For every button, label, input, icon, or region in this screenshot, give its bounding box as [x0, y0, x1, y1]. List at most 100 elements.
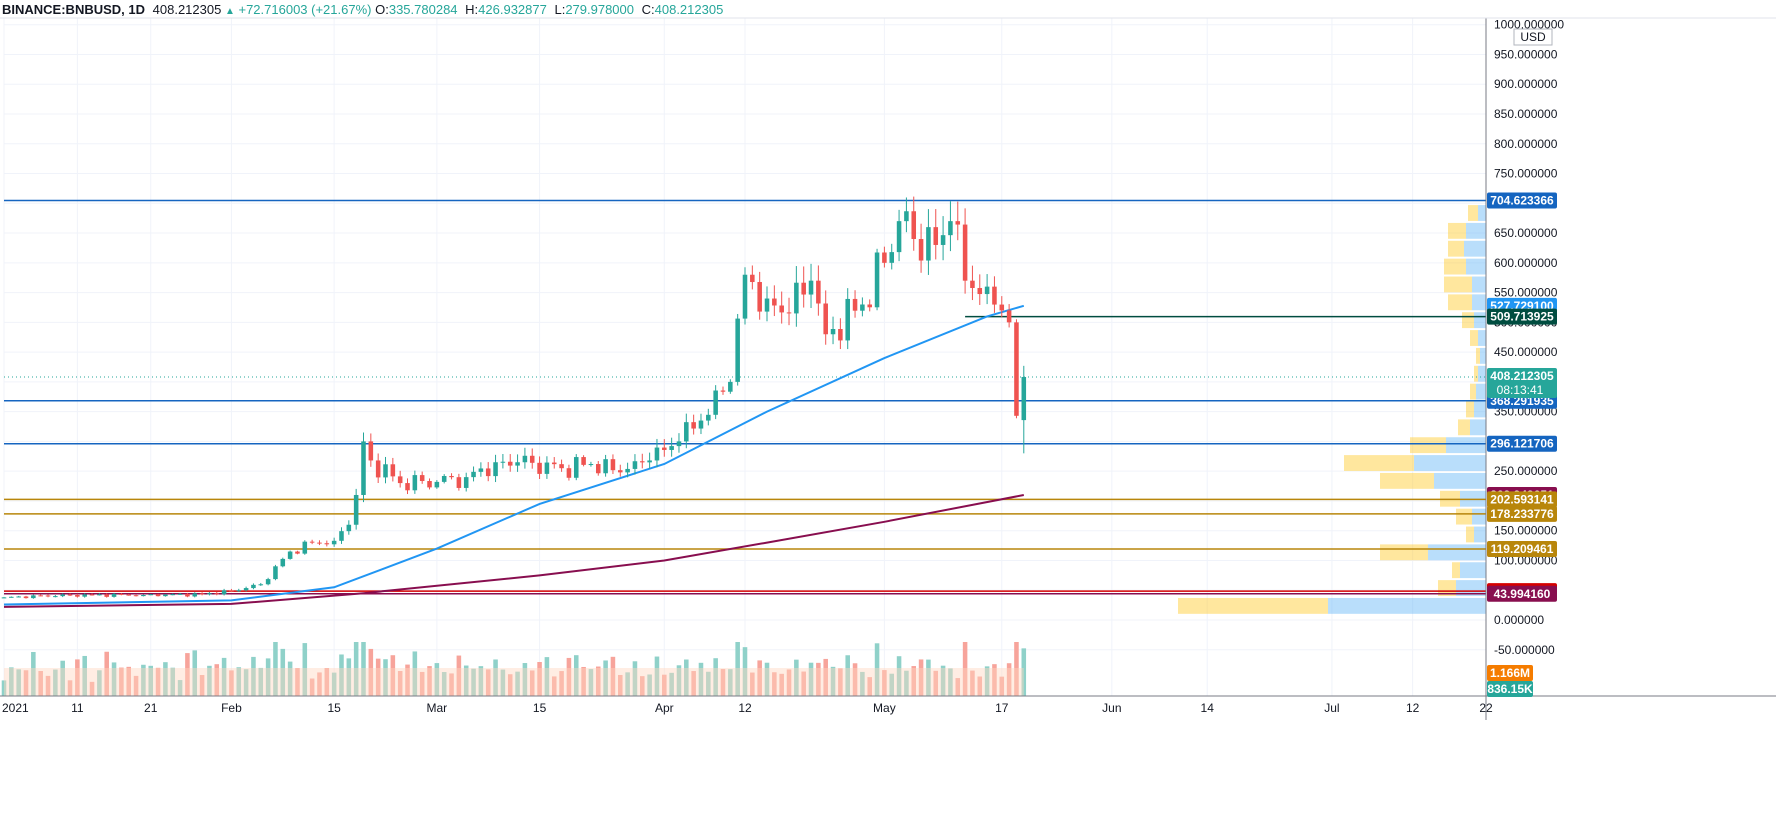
- volume-bar: [595, 666, 601, 696]
- y-tick-label: 800.000000: [1494, 137, 1558, 151]
- candle-body: [559, 464, 564, 469]
- volume-bar: [632, 661, 638, 696]
- volume-bar: [772, 672, 777, 696]
- candle-body: [412, 475, 418, 491]
- volume-bar: [816, 662, 821, 696]
- candle-body: [1014, 322, 1019, 416]
- candle-body: [251, 584, 256, 589]
- candle-body: [955, 221, 961, 225]
- volume-profile-up: [1448, 240, 1464, 257]
- volume-bar: [559, 671, 564, 696]
- candle-body: [265, 579, 271, 585]
- y-tick-label: 450.000000: [1494, 345, 1558, 359]
- volume-bar: [53, 669, 58, 696]
- volume-bar: [794, 659, 799, 696]
- volume-profile-up: [1468, 205, 1478, 221]
- candle-body: [706, 414, 711, 421]
- candle-body: [405, 483, 410, 491]
- open-value: 335.780284: [388, 2, 458, 17]
- volume-profile-down: [1478, 365, 1486, 382]
- volume-bars: [1, 642, 1027, 696]
- volume-profile-up: [1178, 597, 1328, 614]
- price-change: +72.716003 (+21.67%): [238, 2, 372, 17]
- volume-bar: [170, 667, 176, 696]
- volume-bar: [229, 670, 234, 696]
- volume-tag-box: [1487, 681, 1533, 697]
- close-label: C:: [641, 2, 655, 17]
- volume-bar: [397, 671, 403, 696]
- candle-body: [595, 464, 601, 474]
- candle-body: [317, 542, 322, 544]
- candle-body: [97, 594, 102, 596]
- x-tick-label: 15: [533, 701, 547, 715]
- price-tag-box: [1487, 308, 1557, 325]
- volume-profile-down: [1428, 544, 1486, 561]
- price-tag-label: 202.593141: [1490, 492, 1554, 506]
- y-tick-label: -50.000000: [1494, 643, 1555, 657]
- volume-bar: [75, 659, 80, 696]
- candle-body: [618, 470, 623, 473]
- price-tag-label: 296.121706: [1490, 437, 1554, 451]
- volume-bar: [911, 666, 917, 696]
- candle-body: [662, 447, 667, 450]
- candle-body: [133, 595, 139, 597]
- volume-bar: [581, 666, 586, 696]
- candle-body: [742, 274, 748, 319]
- volume-profile-down: [1474, 401, 1486, 418]
- candle-body: [573, 457, 579, 478]
- candle-body: [119, 593, 124, 595]
- volume-profile-up: [1466, 401, 1474, 418]
- volume-bar: [485, 669, 491, 696]
- volume-bar: [625, 672, 630, 696]
- volume-bar: [441, 672, 447, 696]
- candle-body: [786, 312, 792, 314]
- volume-bar: [735, 642, 740, 696]
- volume-profile-up: [1458, 419, 1470, 436]
- y-tick-label: 850.000000: [1494, 107, 1558, 121]
- volume-bar: [243, 669, 249, 696]
- volume-bar: [544, 657, 550, 696]
- candle-body: [823, 303, 828, 335]
- volume-profile-down: [1474, 312, 1486, 329]
- candle-body: [676, 441, 682, 447]
- volume-bar: [9, 667, 14, 696]
- volume-bar: [889, 673, 895, 696]
- candle-body: [368, 441, 374, 461]
- volume-bar: [405, 664, 410, 696]
- candle-body: [16, 596, 21, 598]
- volume-bar: [977, 676, 983, 696]
- volume-bar: [493, 659, 498, 696]
- volume-bar: [720, 669, 726, 696]
- volume-bar: [207, 665, 212, 696]
- candle-body: [111, 593, 117, 597]
- volume-bar: [412, 651, 418, 696]
- candle-body: [23, 596, 29, 599]
- horizontal-lines[interactable]: [4, 199, 1486, 595]
- volume-bar: [684, 659, 689, 696]
- volume-profile-down: [1464, 240, 1486, 257]
- volume-bar: [38, 671, 43, 696]
- price-tag-label: 704.623366: [1490, 194, 1554, 208]
- volume-bar: [141, 664, 146, 696]
- x-tick-label: Apr: [655, 701, 674, 715]
- candle-body: [999, 304, 1005, 311]
- candle-body: [632, 461, 638, 469]
- candle-body: [192, 593, 198, 597]
- volume-bar: [1006, 663, 1012, 696]
- volume-profile-down: [1476, 383, 1486, 400]
- candle-countdown: 08:13:41: [1497, 383, 1544, 397]
- symbol-label[interactable]: BINANCE:BNBUSD, 1D: [2, 2, 146, 17]
- volume-bar: [522, 663, 528, 696]
- volume-bar: [60, 660, 65, 696]
- candle-body: [236, 590, 242, 592]
- volume-bar: [676, 665, 682, 696]
- candle-body: [104, 594, 109, 597]
- x-tick-label: 12: [1406, 701, 1420, 715]
- volume-bar: [551, 676, 557, 696]
- volume-bar: [669, 672, 674, 696]
- candle-body: [882, 252, 887, 263]
- x-tick-label: 12: [738, 701, 752, 715]
- last-price: 408.212305: [152, 2, 222, 17]
- candle-body: [243, 588, 249, 591]
